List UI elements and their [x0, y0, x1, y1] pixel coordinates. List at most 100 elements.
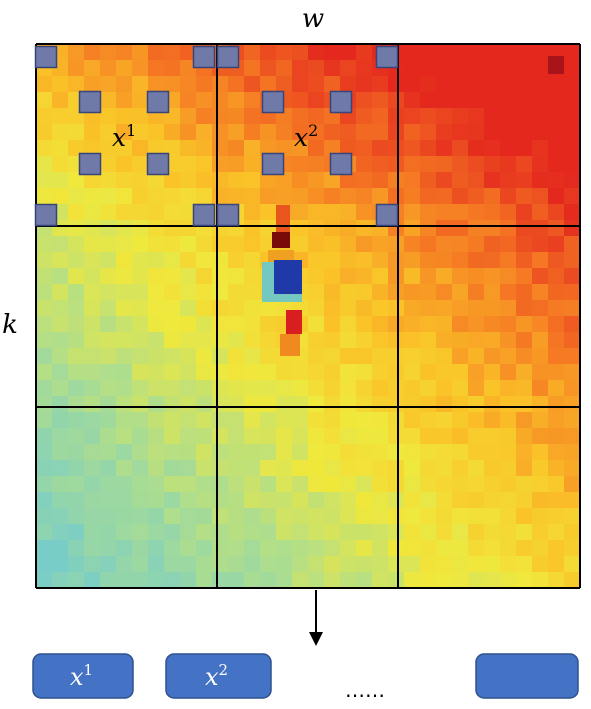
- heatmap-cell: [132, 348, 149, 365]
- sample-point-marker: [329, 90, 353, 114]
- heatmap-cell: [116, 348, 133, 365]
- heatmap-cell: [196, 188, 213, 205]
- heatmap-cell: [356, 60, 373, 77]
- heatmap-cell: [404, 124, 421, 141]
- heatmap-cell: [84, 44, 101, 61]
- heatmap-cell: [468, 252, 485, 269]
- heatmap-cell: [452, 428, 469, 445]
- heatmap-cell: [548, 172, 565, 189]
- heatmap-cell: [404, 524, 421, 541]
- heatmap-cell: [532, 428, 549, 445]
- heatmap-cell: [356, 412, 373, 429]
- heatmap-cell: [404, 460, 421, 477]
- heatmap-cell: [148, 508, 165, 525]
- heatmap-cell: [324, 44, 341, 61]
- heatmap-cell: [564, 556, 581, 573]
- heatmap-cell: [484, 268, 501, 285]
- heatmap-cell: [404, 380, 421, 397]
- heatmap-cell: [468, 540, 485, 557]
- heatmap-cell: [484, 92, 501, 109]
- heatmap-cell: [500, 364, 517, 381]
- heatmap-cell: [116, 412, 133, 429]
- heatmap-cell: [132, 364, 149, 381]
- heatmap-cell: [52, 284, 69, 301]
- heatmap-cell: [212, 108, 229, 125]
- heatmap-cell: [132, 44, 149, 61]
- heatmap-cell: [36, 156, 53, 173]
- heatmap-cell: [148, 428, 165, 445]
- heatmap-cell: [244, 492, 261, 509]
- heatmap-cell: [516, 460, 533, 477]
- heatmap-cell: [532, 124, 549, 141]
- heatmap-cell: [452, 492, 469, 509]
- heatmap-cell: [68, 396, 85, 413]
- heatmap-cell: [100, 204, 117, 221]
- heatmap-cell: [116, 396, 133, 413]
- heatmap-cell: [340, 380, 357, 397]
- heatmap-cell: [500, 508, 517, 525]
- heatmap-cell: [388, 316, 405, 333]
- heatmap-cell: [324, 396, 341, 413]
- heatmap-cell: [388, 124, 405, 141]
- token-2: [165, 653, 272, 699]
- sample-point-marker: [192, 45, 216, 69]
- token-2-label: x2: [205, 661, 228, 691]
- heatmap-cell: [340, 60, 357, 77]
- heatmap-cell: [388, 284, 405, 301]
- heatmap-cell: [148, 396, 165, 413]
- patch-label-2: x2: [294, 121, 318, 152]
- heatmap-cell: [164, 268, 181, 285]
- heatmap-cell: [564, 172, 581, 189]
- heatmap-cell: [356, 316, 373, 333]
- heatmap-cell: [68, 60, 85, 77]
- heatmap-cell: [564, 540, 581, 557]
- heatmap-cell: [308, 316, 325, 333]
- heatmap-cell: [324, 236, 341, 253]
- heatmap-cell: [452, 284, 469, 301]
- heatmap-cell: [372, 428, 389, 445]
- heatmap-cell: [308, 508, 325, 525]
- heatmap-cell: [100, 108, 117, 125]
- heatmap-cell: [164, 332, 181, 349]
- heatmap-cell: [340, 284, 357, 301]
- heatmap-cell: [388, 332, 405, 349]
- heatmap-cell: [196, 140, 213, 157]
- heatmap-cell: [420, 60, 437, 77]
- heatmap-cell: [516, 140, 533, 157]
- heatmap-cell: [468, 140, 485, 157]
- heatmap-cell: [468, 460, 485, 477]
- heatmap-cell: [212, 476, 229, 493]
- heatmap-cell: [180, 124, 197, 141]
- heatmap-cell: [436, 572, 453, 589]
- heatmap-cell: [420, 140, 437, 157]
- heatmap-cell: [500, 412, 517, 429]
- heatmap-cell: [100, 60, 117, 77]
- heatmap-cell: [100, 252, 117, 269]
- heatmap-cell: [500, 524, 517, 541]
- heatmap-cell: [516, 556, 533, 573]
- heatmap-cell: [84, 188, 101, 205]
- heatmap-cell: [324, 252, 341, 269]
- heatmap-cell: [244, 124, 261, 141]
- heatmap-cell: [132, 476, 149, 493]
- heatmap-cell: [180, 316, 197, 333]
- heatmap-cell: [100, 76, 117, 93]
- heatmap-cell: [100, 236, 117, 253]
- heatmap-cell: [276, 508, 293, 525]
- heatmap-cell: [260, 556, 277, 573]
- heatmap-cell: [420, 476, 437, 493]
- heatmap-cell: [196, 492, 213, 509]
- token-1-base: x: [70, 663, 84, 691]
- heatmap-cell: [100, 540, 117, 557]
- heatmap-cell: [68, 204, 85, 221]
- heatmap-cell: [164, 524, 181, 541]
- heatmap-cell: [388, 412, 405, 429]
- heatmap-cell: [356, 300, 373, 317]
- heatmap-cell: [180, 460, 197, 477]
- heatmap-cell: [212, 556, 229, 573]
- heatmap-cell: [420, 348, 437, 365]
- heatmap-cell: [484, 444, 501, 461]
- heatmap-cell: [548, 396, 565, 413]
- token-1-label: x1: [70, 661, 93, 691]
- heatmap-cell: [52, 108, 69, 125]
